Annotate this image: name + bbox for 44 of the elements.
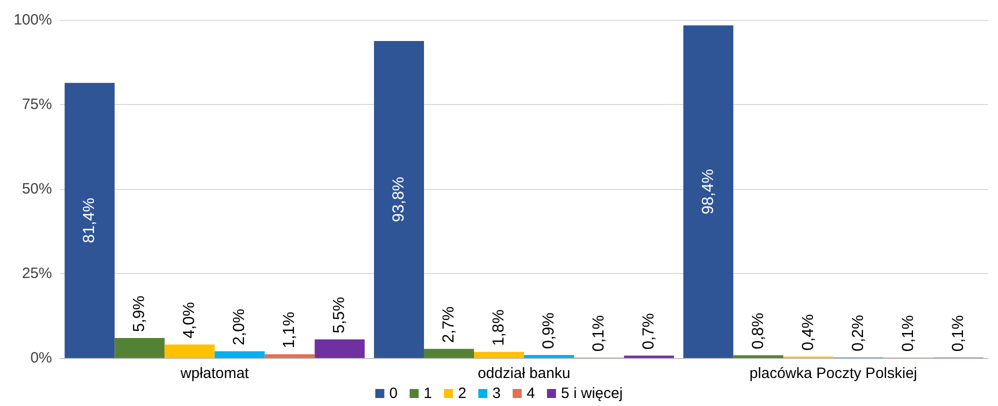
- data-label: 4,0%: [181, 302, 198, 338]
- data-label: 2,7%: [440, 306, 458, 343]
- data-label: 5,5%: [331, 296, 348, 334]
- y-tick-label: 0%: [30, 350, 52, 366]
- bar: [214, 351, 265, 358]
- data-label: 81,4%: [81, 198, 98, 244]
- data-label: 0,1%: [900, 315, 917, 352]
- data-label: 93,8%: [390, 176, 408, 222]
- bar: [524, 354, 574, 358]
- bar: [114, 338, 165, 358]
- y-tick-label: 75%: [22, 96, 52, 113]
- data-label: 0,9%: [540, 312, 558, 349]
- data-label: 1,8%: [490, 309, 508, 346]
- bar: [474, 352, 524, 358]
- data-label: 2,0%: [231, 308, 248, 346]
- data-label: 98,4%: [700, 169, 717, 214]
- bar: [264, 354, 315, 358]
- legend-label: 1: [424, 385, 432, 402]
- bar: [314, 339, 365, 358]
- legend-label: 5 i więcej: [561, 385, 623, 402]
- x-tick-label: placówka Poczty Polskiej: [750, 365, 918, 382]
- bar: [683, 25, 734, 358]
- data-label: 0,7%: [640, 313, 658, 350]
- data-label: 0,8%: [750, 312, 767, 350]
- data-label: 0,1%: [590, 315, 608, 352]
- x-tick-label: oddział banku: [478, 365, 570, 382]
- data-label: 0,1%: [950, 315, 967, 352]
- data-label: 5,9%: [131, 296, 148, 332]
- legend-label: 3: [492, 385, 501, 402]
- data-label: 1,1%: [281, 312, 298, 348]
- legend-label: 0: [389, 385, 398, 402]
- bar: [64, 82, 115, 358]
- bar: [424, 348, 474, 358]
- y-tick-label: 100%: [14, 12, 52, 28]
- bar: [164, 344, 215, 358]
- data-label: 0,2%: [850, 314, 867, 352]
- y-tick-label: 25%: [22, 265, 52, 282]
- x-tick-label: wpłatomat: [179, 365, 250, 382]
- legend-label: 2: [458, 385, 466, 402]
- bar: [374, 40, 424, 358]
- bar: [733, 355, 784, 358]
- data-label: 0,4%: [800, 314, 817, 351]
- y-tick-label: 50%: [22, 180, 52, 198]
- legend-label: 4: [526, 385, 536, 402]
